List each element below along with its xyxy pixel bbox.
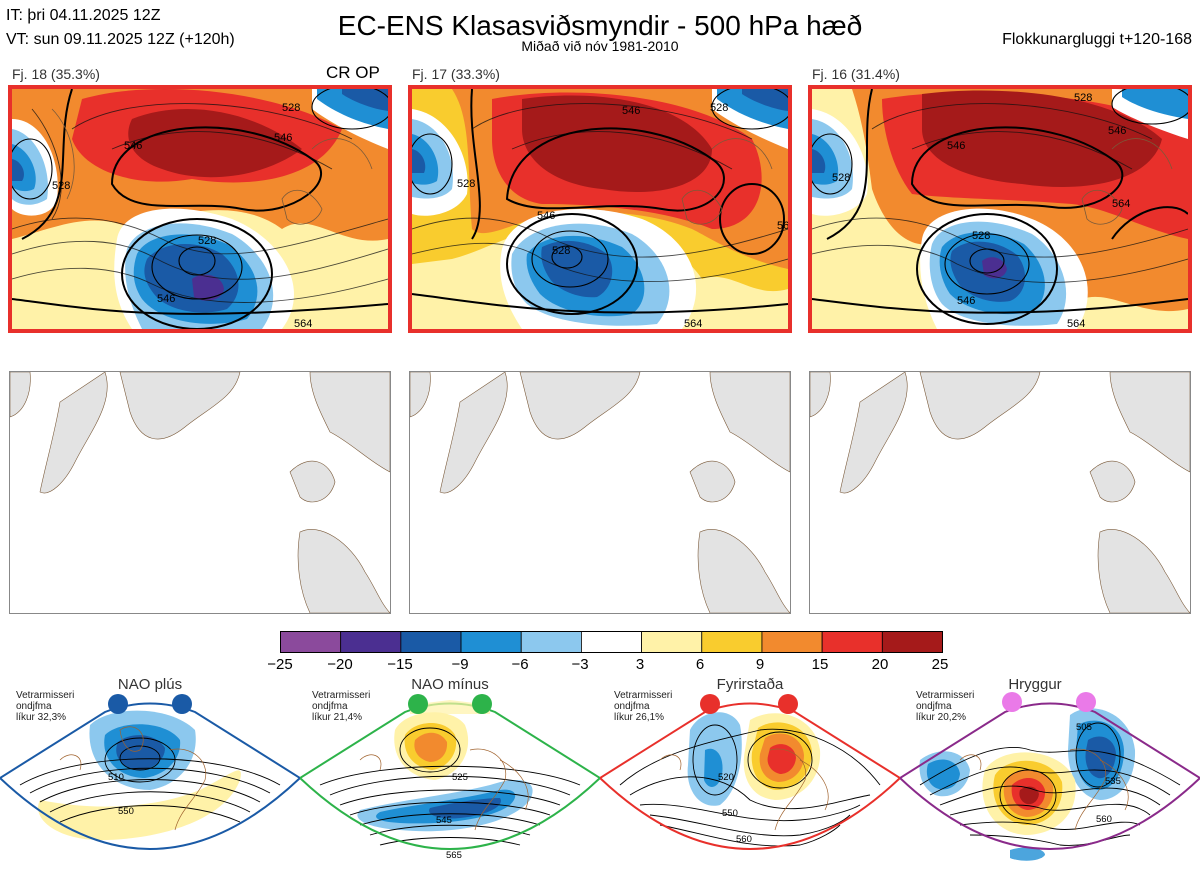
contour-label: 528	[198, 235, 216, 247]
cluster-map-3[interactable]: 528 546 546 528 528 546 564 564	[808, 85, 1192, 333]
contour-label: 528	[1074, 92, 1092, 104]
contour-label: 565	[446, 850, 462, 861]
colorbar-swatch	[460, 631, 522, 653]
contour-label: 528	[972, 230, 990, 242]
colorbar-swatch	[701, 631, 763, 653]
contour-label: 564	[684, 318, 702, 329]
regime-4-note: Vetrarmisseri ondjfma líkur 20,2%	[916, 690, 975, 723]
contour-label: 550	[722, 808, 738, 819]
contour-label: 560	[736, 834, 752, 845]
contour-label: 564	[294, 318, 312, 329]
regime-3-note: Vetrarmisseri ondjfma líkur 26,1%	[614, 690, 673, 723]
page-title: EC-ENS Klasasviðsmyndir - 500 hPa hæð	[337, 10, 863, 41]
blank-map-2	[409, 371, 791, 614]
blank-map-3	[809, 371, 1191, 614]
contour-label: 535	[1105, 776, 1121, 787]
colorbar-tick: 15	[811, 656, 829, 673]
regime-1-note: Vetrarmisseri ondjfma líkur 32,3%	[16, 690, 75, 723]
valid-time: VT: sun 09.11.2025 12Z (+120h)	[6, 31, 235, 48]
colorbar-tick: −25	[267, 656, 293, 673]
contour-label: 528	[552, 245, 570, 257]
colorbar-swatch	[340, 631, 402, 653]
contour-label: 546	[622, 105, 640, 117]
regime-map-nao-minus[interactable]: 525 545 565	[300, 690, 600, 871]
contour-label: 520	[718, 772, 734, 783]
regime-4-title: Hryggur	[1008, 676, 1062, 693]
contour-label: 564	[777, 220, 788, 232]
colorbar-swatch	[821, 631, 883, 653]
contour-label: 546	[1108, 125, 1126, 137]
colorbar-swatch	[761, 631, 823, 653]
colorbar-swatch	[520, 631, 582, 653]
colorbar-tick: −6	[511, 656, 529, 673]
blank-map-1	[9, 371, 391, 614]
contour-label: 545	[436, 815, 452, 826]
contour-label: 546	[537, 210, 555, 222]
contour-label: 528	[52, 180, 70, 192]
coastline-map-1	[10, 372, 390, 613]
regime-2-title: NAO mínus	[411, 676, 489, 693]
colorbar-swatch	[881, 631, 943, 653]
cluster-2-anomaly-map: 546 528 528 546 528 564 564	[412, 89, 788, 329]
contour-label: 560	[1096, 814, 1112, 825]
regime-map-nao-plus[interactable]: 510 550	[0, 690, 300, 871]
contour-label: 528	[710, 102, 728, 114]
contour-label: 546	[947, 140, 965, 152]
cluster-window: Flokkunargluggi t+120-168	[1002, 31, 1192, 48]
regime-1-title: NAO plús	[117, 676, 183, 693]
contour-label: 528	[282, 102, 300, 114]
cluster-map-1[interactable]: 528 546 546 528 528 546 564	[8, 85, 392, 333]
contour-label: 528	[832, 172, 850, 184]
contour-label: 546	[274, 132, 292, 144]
page-subtitle: Miðað við nóv 1981-2010	[521, 38, 679, 54]
colorbar-tick: 6	[695, 656, 705, 673]
colorbar-tick: 20	[871, 656, 889, 673]
contour-label: 525	[452, 772, 468, 783]
regime-map-ridge[interactable]: 505 535 560	[900, 690, 1200, 871]
coastline-map-3	[810, 372, 1190, 613]
coastline-map-2	[410, 372, 790, 613]
colorbar	[280, 631, 943, 653]
contour-label: 546	[957, 295, 975, 307]
initial-time: IT: þri 04.11.2025 12Z	[6, 7, 161, 24]
colorbar-swatch	[400, 631, 462, 653]
contour-label: 564	[1112, 198, 1130, 210]
colorbar-swatch	[280, 631, 342, 653]
cluster-2-label: Fj. 17 (33.3%)	[412, 66, 500, 82]
colorbar-swatch	[641, 631, 703, 653]
colorbar-tick: 25	[931, 656, 949, 673]
cluster-1-tag: CR OP	[326, 63, 380, 82]
contour-label: 550	[118, 806, 134, 817]
colorbar-tick: −20	[327, 656, 353, 673]
colorbar-tick: 3	[635, 656, 645, 673]
contour-label: 546	[157, 293, 175, 305]
cluster-3-anomaly-map: 528 546 546 528 528 546 564 564	[812, 89, 1188, 329]
regime-2-note: Vetrarmisseri ondjfma líkur 21,4%	[312, 690, 371, 723]
colorbar-swatch	[581, 631, 642, 653]
cluster-1-label: Fj. 18 (35.3%)	[12, 66, 100, 82]
colorbar-tick: −15	[387, 656, 413, 673]
regime-map-blocking[interactable]: 520 550 560	[600, 690, 900, 871]
colorbar-tick: −9	[451, 656, 469, 673]
regime-3-title: Fyrirstaða	[716, 676, 784, 693]
contour-label: 546	[124, 140, 142, 152]
cluster-1-anomaly-map: 528 546 546 528 528 546 564	[12, 89, 388, 329]
cluster-map-2[interactable]: 546 528 528 546 528 564 564	[408, 85, 792, 333]
colorbar-tick: −3	[571, 656, 589, 673]
cluster-3-label: Fj. 16 (31.4%)	[812, 66, 900, 82]
contour-label: 564	[1067, 318, 1085, 329]
contour-label: 528	[457, 178, 475, 190]
contour-label: 505	[1076, 722, 1092, 733]
colorbar-tick: 9	[755, 656, 765, 673]
contour-label: 510	[108, 772, 124, 783]
